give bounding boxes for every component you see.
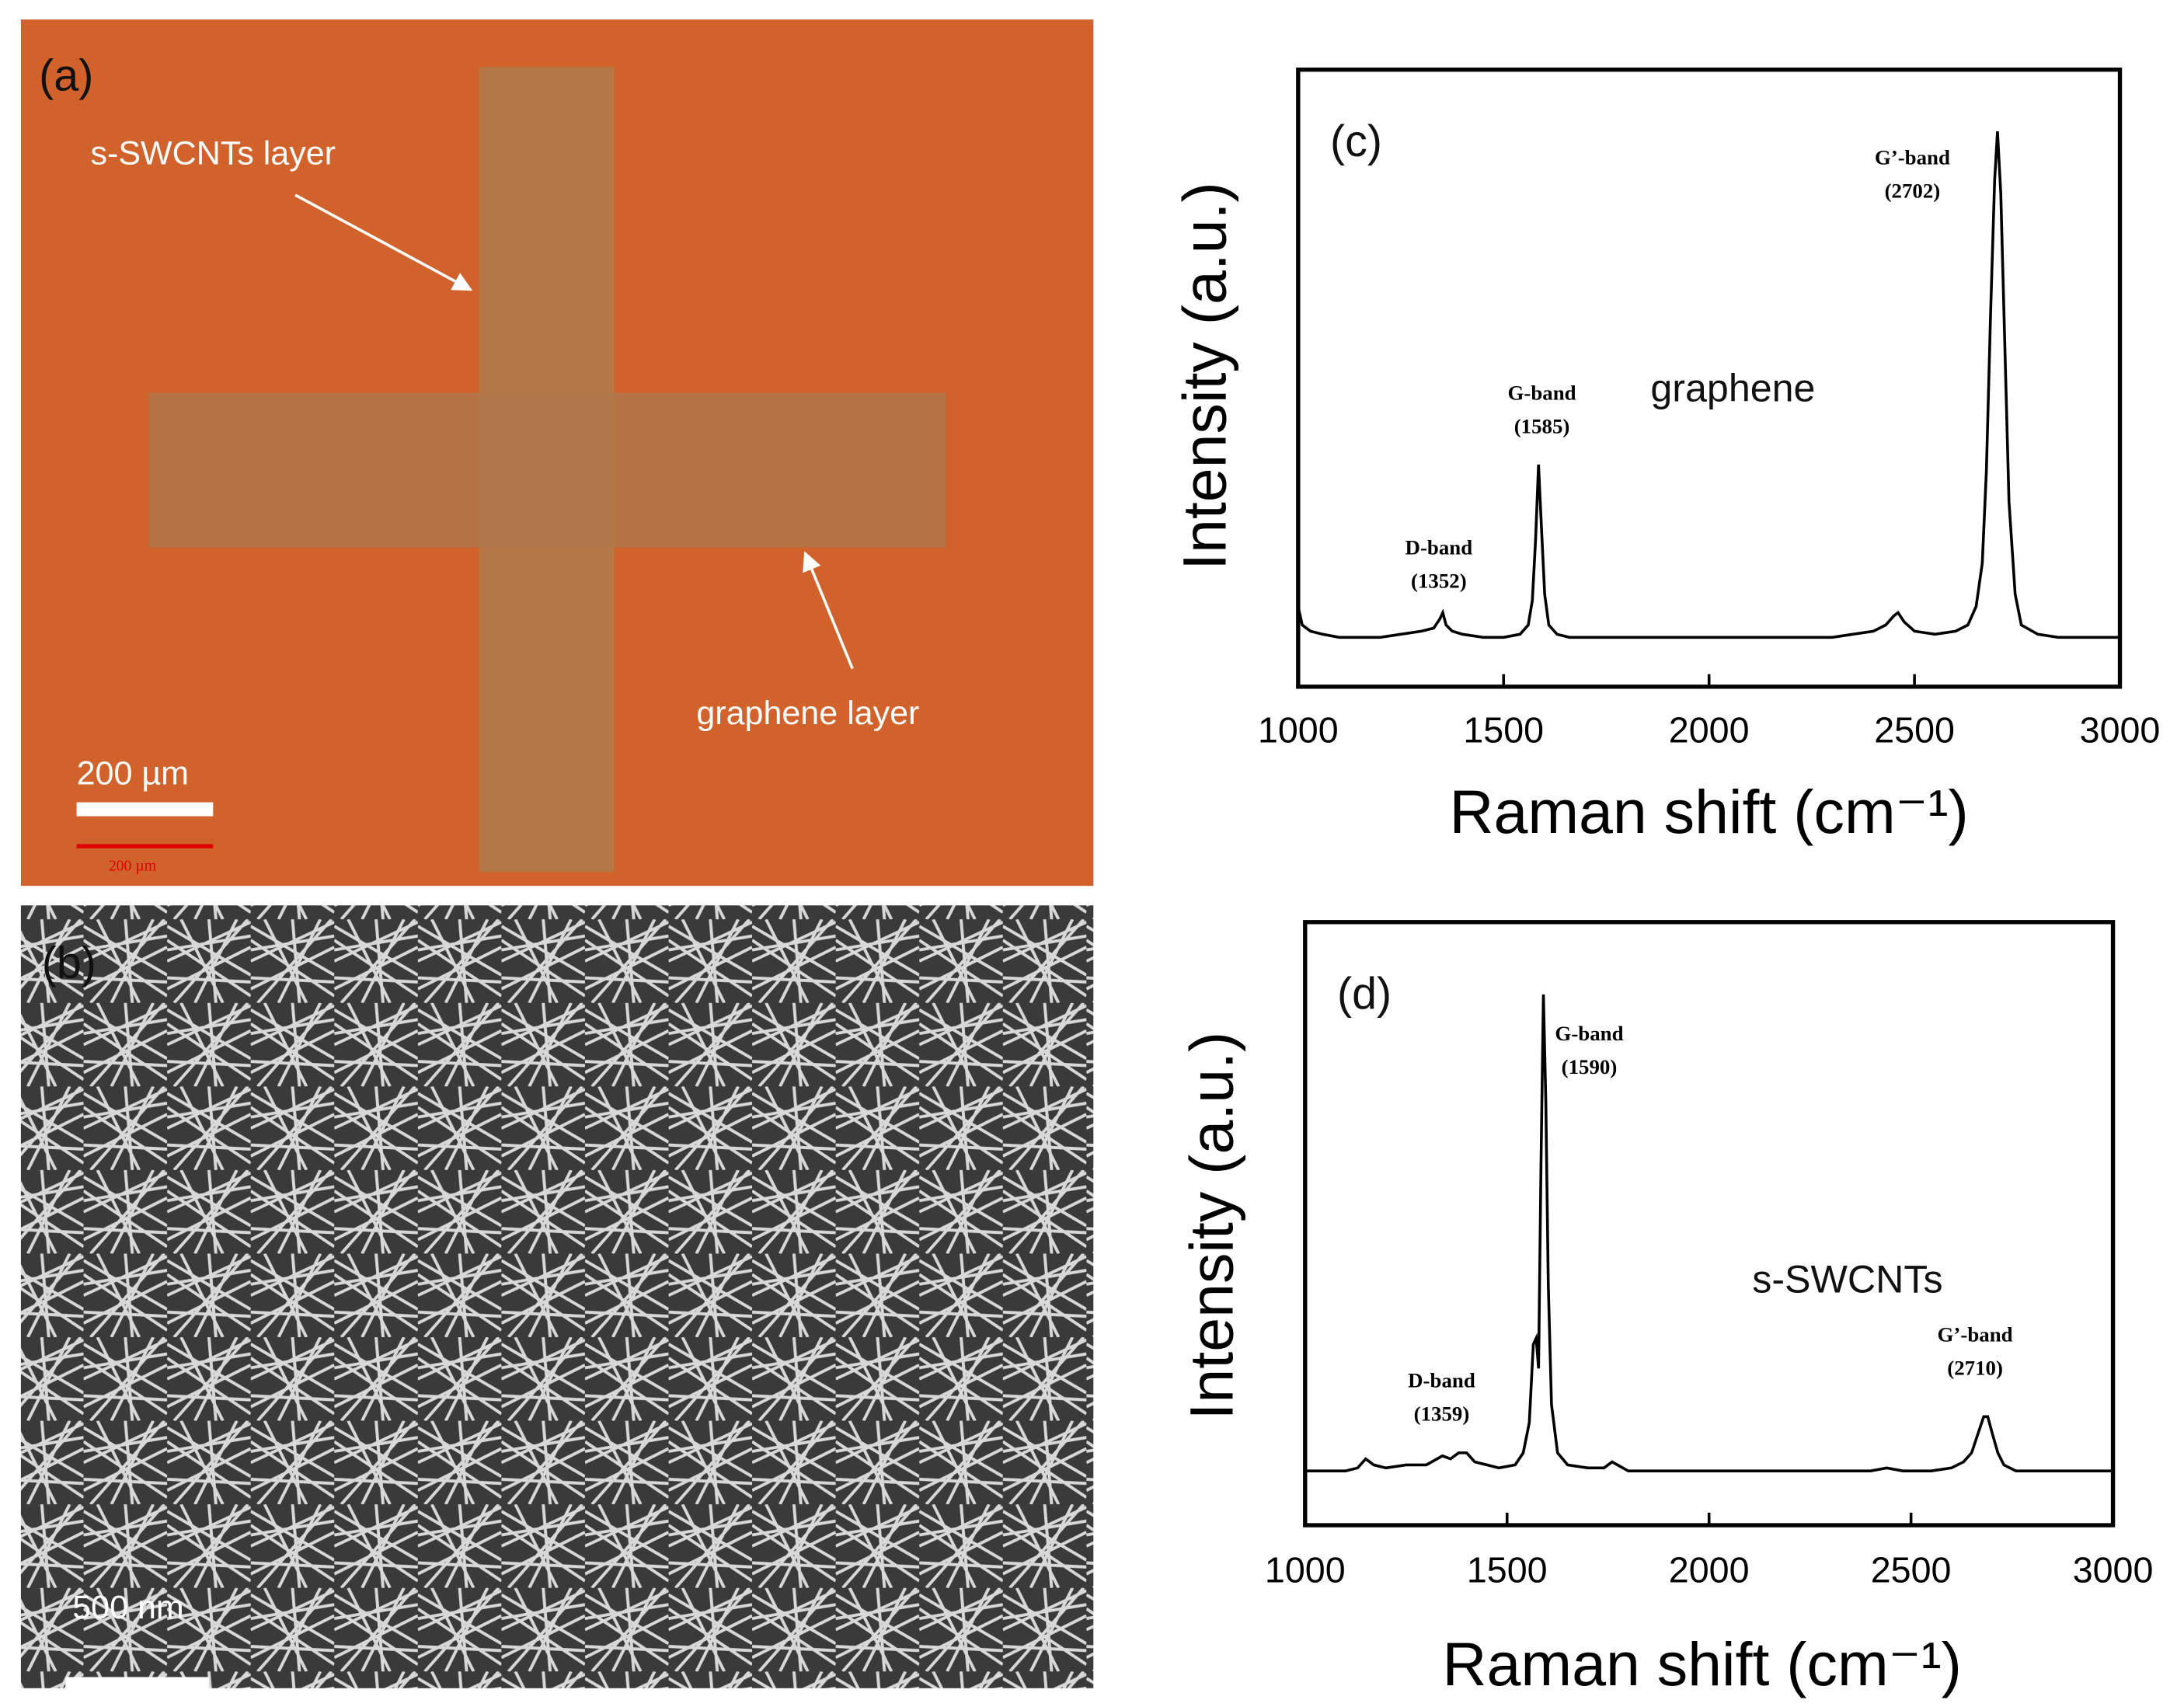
y-axis-label: Intensity (a.u.) [1178,1032,1246,1420]
arrow [294,193,473,291]
peak-label: G-band [1555,1022,1623,1045]
panel-label: (c) [1330,117,1382,166]
x-tick-label: 1500 [1463,710,1544,751]
x-tick-label: 3000 [2080,710,2161,751]
raman-chart: 1000 1500 2000 2500 3000 (d) s-SWCNTs Raman shi… [1178,920,2154,1698]
sample-label: graphene [1650,366,1815,409]
x-tick-label: 1500 [1467,1550,1548,1590]
peak-position: (2702) [1885,179,1941,203]
x-tick-label: 3000 [2073,1550,2154,1590]
panel-label: (a) [39,51,93,101]
scale-bar [76,844,214,848]
peak-label: D-band [1405,536,1473,559]
x-tick-label: 2000 [1669,1550,1750,1590]
graphene-strip [148,392,946,548]
peak-position: (1585) [1514,415,1570,438]
peak-label: G-band [1507,381,1576,405]
sample-label: s-SWCNTs [1752,1258,1942,1301]
peak-label: G’-band [1938,1322,2013,1346]
peak-label: G’-band [1875,146,1950,169]
panel-label: (d) [1337,969,1392,1019]
nanotube-network [20,905,1094,1688]
raman-chart: 1000 1500 2000 2500 3000 (c) graphene Raman shi… [1171,67,2161,846]
x-tick-label: 1000 [1265,1550,1346,1590]
scale-bar [76,802,214,817]
arrow [803,551,854,670]
scale-bar-label: 500 nm [72,1589,183,1626]
panel-label: (b) [42,939,96,988]
x-tick-label: 2500 [1871,1550,1952,1590]
sem-image: (b) 500 nm [20,905,1094,1691]
spectrum [1304,994,2113,1472]
x-axis-label: Raman shift (cm⁻¹) [1450,778,1969,846]
image-label: graphene layer [696,695,919,732]
scale-bar [65,1677,209,1691]
peak-label: D-band [1408,1369,1475,1392]
peak-position: (2710) [1947,1356,2003,1379]
spectrum [1297,131,2120,639]
optical-image: (a) s-SWCNTs layer graphene layer 200 µm… [20,19,1094,887]
x-axis-label: Raman shift (cm⁻¹) [1443,1630,1962,1698]
x-tick-label: 1000 [1258,710,1339,751]
scale-bar-label: 200 µm [109,857,157,874]
image-label: s-SWCNTs layer [91,135,336,172]
y-axis-label: Intensity (a.u.) [1171,182,1239,570]
peak-position: (1590) [1562,1055,1618,1078]
scale-bar-label: 200 µm [77,754,189,792]
x-tick-label: 2000 [1669,710,1750,751]
peak-position: (1359) [1414,1402,1470,1426]
x-tick-label: 2500 [1874,710,1955,751]
peak-position: (1352) [1411,570,1467,593]
